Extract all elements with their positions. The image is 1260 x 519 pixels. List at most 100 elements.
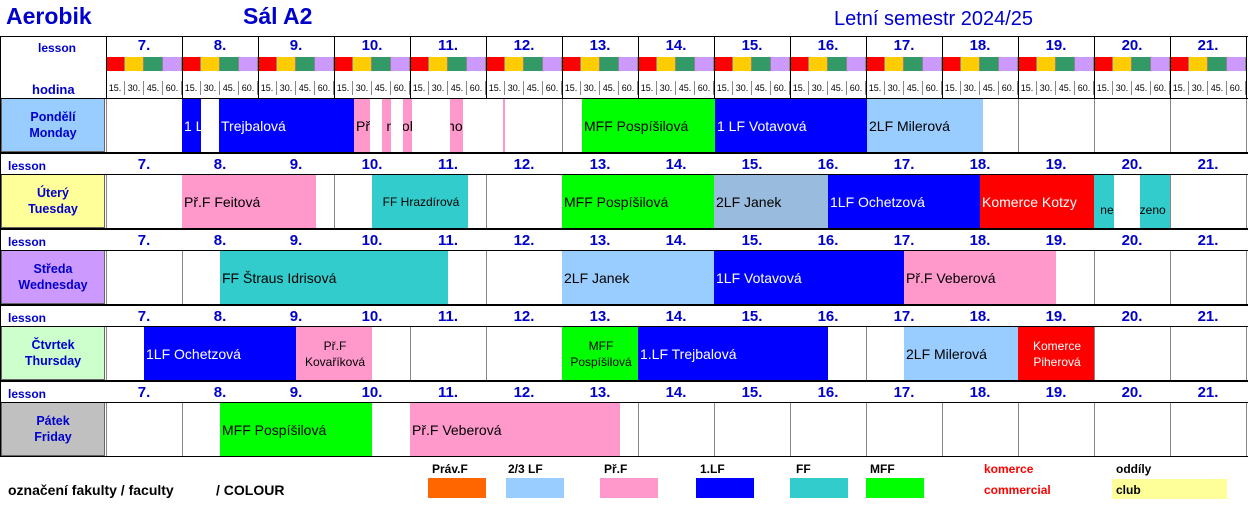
minute-label: 60. bbox=[543, 81, 562, 95]
hour-label: 13. bbox=[589, 384, 611, 401]
minute-label: 30. bbox=[809, 81, 828, 95]
booking-block[interactable]: 1LF Ochetzová bbox=[828, 175, 980, 228]
semester-title: Letní semestr 2024/25 bbox=[834, 8, 1034, 30]
app-title: Aerobik bbox=[6, 3, 92, 29]
timetable-grid: lesson hodina 7. 15. 30. 45. 60. 8. 15. 30. 45. 6… bbox=[0, 36, 1248, 457]
minute-label: 60. bbox=[1075, 81, 1094, 95]
quarter-marker bbox=[885, 57, 904, 71]
booking-block[interactable]: Komerce Kotzy bbox=[980, 175, 1094, 228]
legend-label: Př.F bbox=[604, 462, 628, 476]
minute-label: 60. bbox=[239, 81, 258, 95]
header-bottom bbox=[0, 98, 1248, 99]
quarter-marker bbox=[866, 57, 885, 71]
minute-label: 60. bbox=[315, 81, 334, 95]
booking-block[interactable]: FF Štraus Idrisová bbox=[220, 251, 448, 304]
quarter-marker bbox=[467, 57, 486, 71]
legend-label: 2/3 LF bbox=[508, 462, 543, 476]
gap-fill bbox=[391, 99, 403, 152]
booking-block[interactable]: 2LF Janek bbox=[714, 175, 828, 228]
hour-label: 7. bbox=[137, 308, 151, 325]
header-grid-line bbox=[486, 36, 487, 98]
hour-label: 20. bbox=[1121, 232, 1143, 249]
day-label-fri: Pátek Friday bbox=[1, 402, 105, 456]
hour-label: 9. bbox=[289, 384, 303, 401]
booking-label: Př.F Feitová bbox=[184, 193, 261, 210]
hour-label: 8. bbox=[213, 308, 227, 325]
grid-line bbox=[942, 402, 943, 456]
hour-label: 10. bbox=[361, 156, 383, 173]
quarter-marker bbox=[296, 57, 315, 71]
quarter-marker bbox=[1151, 57, 1170, 71]
booking-block[interactable]: Př.F Veberová bbox=[904, 251, 1056, 304]
room-title: Sál A2 bbox=[243, 3, 313, 29]
header-grid-line bbox=[790, 36, 791, 98]
booking-block[interactable]: FF Hrazdírová bbox=[372, 175, 468, 228]
booking-block[interactable]: 1.LF Trejbalová bbox=[638, 327, 828, 380]
minute-label: 45. bbox=[1056, 81, 1075, 95]
minute-label: 15. bbox=[638, 81, 657, 95]
booking-block[interactable]: Komerce Piherová bbox=[1018, 327, 1094, 380]
grid-line bbox=[714, 402, 715, 456]
header-grid-line bbox=[182, 36, 183, 98]
header-grid-line bbox=[1094, 36, 1095, 98]
booking-block[interactable]: 1 LF bbox=[182, 99, 212, 152]
quarter-marker bbox=[1018, 57, 1037, 71]
quarter-marker bbox=[353, 57, 372, 71]
booking-block[interactable]: Př.F Feitová bbox=[182, 175, 316, 228]
hour-label: 17. bbox=[893, 37, 915, 54]
day-name-cz: Středa bbox=[33, 262, 73, 276]
quarter-marker bbox=[1208, 57, 1227, 71]
booking-block[interactable]: Př.F Kovaříková bbox=[296, 327, 372, 380]
day-label-mon: Pondělí Monday bbox=[1, 98, 105, 152]
minute-label: 60. bbox=[771, 81, 790, 95]
row-bottom bbox=[0, 380, 1248, 381]
legend-label: MFF bbox=[870, 462, 895, 476]
booking-block[interactable]: MFF Pospíšilová bbox=[562, 327, 638, 380]
legend-club-swatch bbox=[1112, 479, 1227, 499]
quarter-marker bbox=[239, 57, 258, 71]
booking-block[interactable]: Trejbalová bbox=[219, 99, 355, 152]
booking-label: FF Hrazdírová bbox=[382, 194, 460, 209]
gap-fill bbox=[412, 99, 450, 152]
header-grid-line bbox=[714, 36, 715, 98]
grid-line bbox=[410, 326, 411, 380]
hour-label: 11. bbox=[437, 308, 459, 325]
hour-label: 17. bbox=[893, 156, 915, 173]
booking-block[interactable]: 1LF Votavová bbox=[714, 251, 904, 304]
booking-block[interactable]: 2LF Milerová bbox=[904, 327, 1018, 380]
minute-label: 60. bbox=[163, 81, 182, 95]
row-divider bbox=[0, 305, 1248, 306]
header-grid-line bbox=[1018, 36, 1019, 98]
hour-label: 11. bbox=[437, 384, 459, 401]
booking-label: 2LF Milerová bbox=[869, 117, 950, 134]
grid-line bbox=[486, 174, 487, 228]
hour-label: 13. bbox=[589, 232, 611, 249]
quarter-marker bbox=[828, 57, 847, 71]
minute-label: 60. bbox=[923, 81, 942, 95]
legend-swatch bbox=[600, 478, 658, 498]
booking-block[interactable]: 1 LF Votavová bbox=[715, 99, 867, 152]
booking-block[interactable]: MFF Pospíšilová bbox=[220, 403, 372, 456]
quarter-marker bbox=[1189, 57, 1208, 71]
grid-line bbox=[106, 250, 107, 304]
quarter-marker bbox=[581, 57, 600, 71]
booking-block[interactable]: 2LF Janek bbox=[562, 251, 714, 304]
hour-label: 21. bbox=[1197, 37, 1219, 54]
header-grid-line bbox=[638, 36, 639, 98]
booking-label: Př.F Kovaříková bbox=[304, 338, 366, 369]
grid-line bbox=[1246, 326, 1247, 380]
booking-label: MFF Pospíšilová bbox=[584, 117, 689, 134]
day-name-en: Wednesday bbox=[18, 278, 88, 292]
quarter-marker bbox=[182, 57, 201, 71]
legend-swatch bbox=[790, 478, 848, 498]
day-name-cz: Čtvrtek bbox=[31, 338, 75, 352]
booking-block[interactable]: MFF Pospíšilová bbox=[562, 175, 714, 228]
booking-block[interactable]: 2LF Milerová bbox=[867, 99, 983, 152]
header-grid-line bbox=[942, 36, 943, 98]
hour-label: 15. bbox=[741, 232, 763, 249]
booking-block[interactable]: 1LF Ochetzová bbox=[144, 327, 296, 380]
booking-block[interactable]: Př.F Veberová bbox=[410, 403, 620, 456]
booking-label: Trejbalová bbox=[221, 117, 286, 134]
booking-block[interactable]: MFF Pospíšilová bbox=[582, 99, 715, 152]
legend-swatch bbox=[428, 478, 486, 498]
